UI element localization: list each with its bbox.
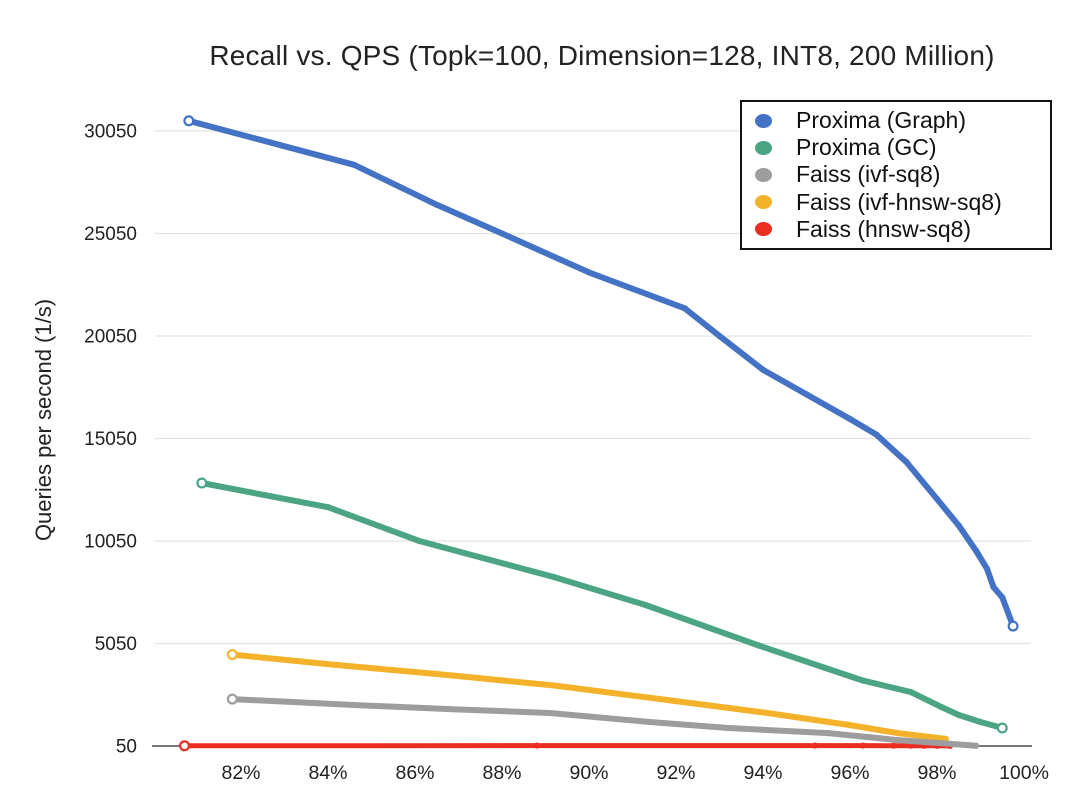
series-endpoint-marker [1007,620,1019,632]
series-point-marker [681,305,688,312]
legend-item-label: Faiss (hnsw-sq8) [796,215,972,242]
series-point-marker [990,584,997,591]
x-tick-label: 88% [482,762,521,784]
legend-swatch-icon [755,140,772,155]
series-point-marker [942,735,949,742]
y-tick-label: 50 [116,737,137,758]
series-point-marker [764,709,771,717]
series-point-marker [812,742,819,749]
series-proxima-gc [196,477,1008,734]
series-faiss-ivf-sq8 [226,693,980,749]
series-point-marker [846,415,854,423]
series-point-marker [642,601,649,609]
legend-item-proxima-gc: Proxima (GC) [755,134,1044,161]
series-line [229,651,949,742]
x-tick-label: 90% [569,762,608,784]
series-point-marker [894,737,901,744]
series-endpoint-marker [183,115,195,127]
series-point-marker [894,730,901,737]
series-point-marker [759,366,767,373]
y-tick-label: 15050 [84,429,137,450]
y-tick-label: 30050 [84,122,137,143]
series-point-marker [907,689,915,696]
series-point-marker [333,661,340,669]
legend-swatch-icon [755,167,772,182]
series-point-marker [324,504,332,511]
x-tick-label: 82% [221,762,260,784]
x-tick-label: 86% [395,762,434,784]
series-point-marker [938,703,945,711]
series-point-marker [725,724,732,732]
series-point-marker [551,574,558,581]
x-tick-label: 84% [308,762,347,784]
series-proxima-graph [183,115,1019,632]
series-point-marker [546,709,553,717]
legend-item-proxima-graph: Proxima (Graph) [755,107,1044,134]
legend-swatch-icon [755,113,772,128]
series-point-marker [846,722,854,729]
series-point-marker [859,742,867,749]
series-point-marker [755,642,762,649]
x-tick-label: 98% [917,762,956,784]
series-point-marker [433,201,440,208]
series-point-marker [446,706,453,713]
series-line [229,696,980,749]
y-tick-label: 5050 [95,634,137,655]
series-endpoint-marker [996,722,1008,734]
series-point-marker [999,594,1006,601]
series-faiss-hnsw-sq8 [179,740,954,752]
series-endpoint-marker [226,693,238,705]
legend-item-label: Faiss (ivf-hnsw-sq8) [796,188,1002,215]
legend-item-label: Faiss (ivf-sq8) [796,161,941,188]
series-point-marker [716,332,723,340]
series-point-marker [859,677,867,684]
legend-swatch-icon [755,222,772,237]
series-point-marker [585,269,593,276]
series-point-marker [533,742,540,749]
x-tick-label: 100% [999,762,1049,784]
series-point-marker [820,664,828,671]
series-point-marker [655,695,662,703]
series-point-marker [890,742,897,749]
x-tick-label: 96% [830,762,869,784]
legend-item-label: Proxima (Graph) [796,107,966,134]
series-point-marker [955,522,962,529]
series-point-marker [933,739,941,747]
y-tick-label: 25050 [84,224,137,245]
series-point-marker [977,718,984,726]
legend-item-label: Proxima (GC) [796,134,937,161]
y-tick-label: 10050 [84,532,137,553]
series-point-marker [903,459,910,466]
series-point-marker [803,391,810,398]
series-point-marker [416,537,423,545]
series-endpoint-marker [226,649,238,661]
series-point-marker [646,718,654,726]
legend-item-faiss-hnsw-sq8: Faiss (hnsw-sq8) [755,216,1044,243]
legend: Proxima (Graph) Proxima (GC) Faiss (ivf-sq… [740,100,1052,250]
series-point-marker [351,701,358,709]
series-point-marker [955,711,962,719]
series-point-marker [433,670,440,678]
series-point-marker [551,682,558,689]
series-point-marker [825,730,832,737]
series-faiss-ivf-hnsw-sq8 [226,649,949,742]
series-endpoint-marker [196,477,208,489]
legend-item-faiss-ivf-hnsw-sq8: Faiss (ivf-hnsw-sq8) [755,189,1044,216]
series-endpoint-marker [179,740,191,752]
chart-title: Recall vs. QPS (Topk=100, Dimension=128,… [209,40,995,71]
x-tick-label: 94% [743,762,782,784]
series-point-marker [973,547,980,555]
series-point-marker [498,230,506,237]
y-tick-label: 20050 [84,327,137,348]
series-point-marker [983,565,991,572]
series-point-marker [873,431,880,438]
legend-item-faiss-ivf-sq8: Faiss (ivf-sq8) [755,161,1044,188]
series-point-marker [973,742,980,749]
legend-swatch-icon [755,195,772,210]
series-point-marker [933,495,941,503]
x-tick-label: 92% [656,762,695,784]
series-point-marker [351,161,358,168]
